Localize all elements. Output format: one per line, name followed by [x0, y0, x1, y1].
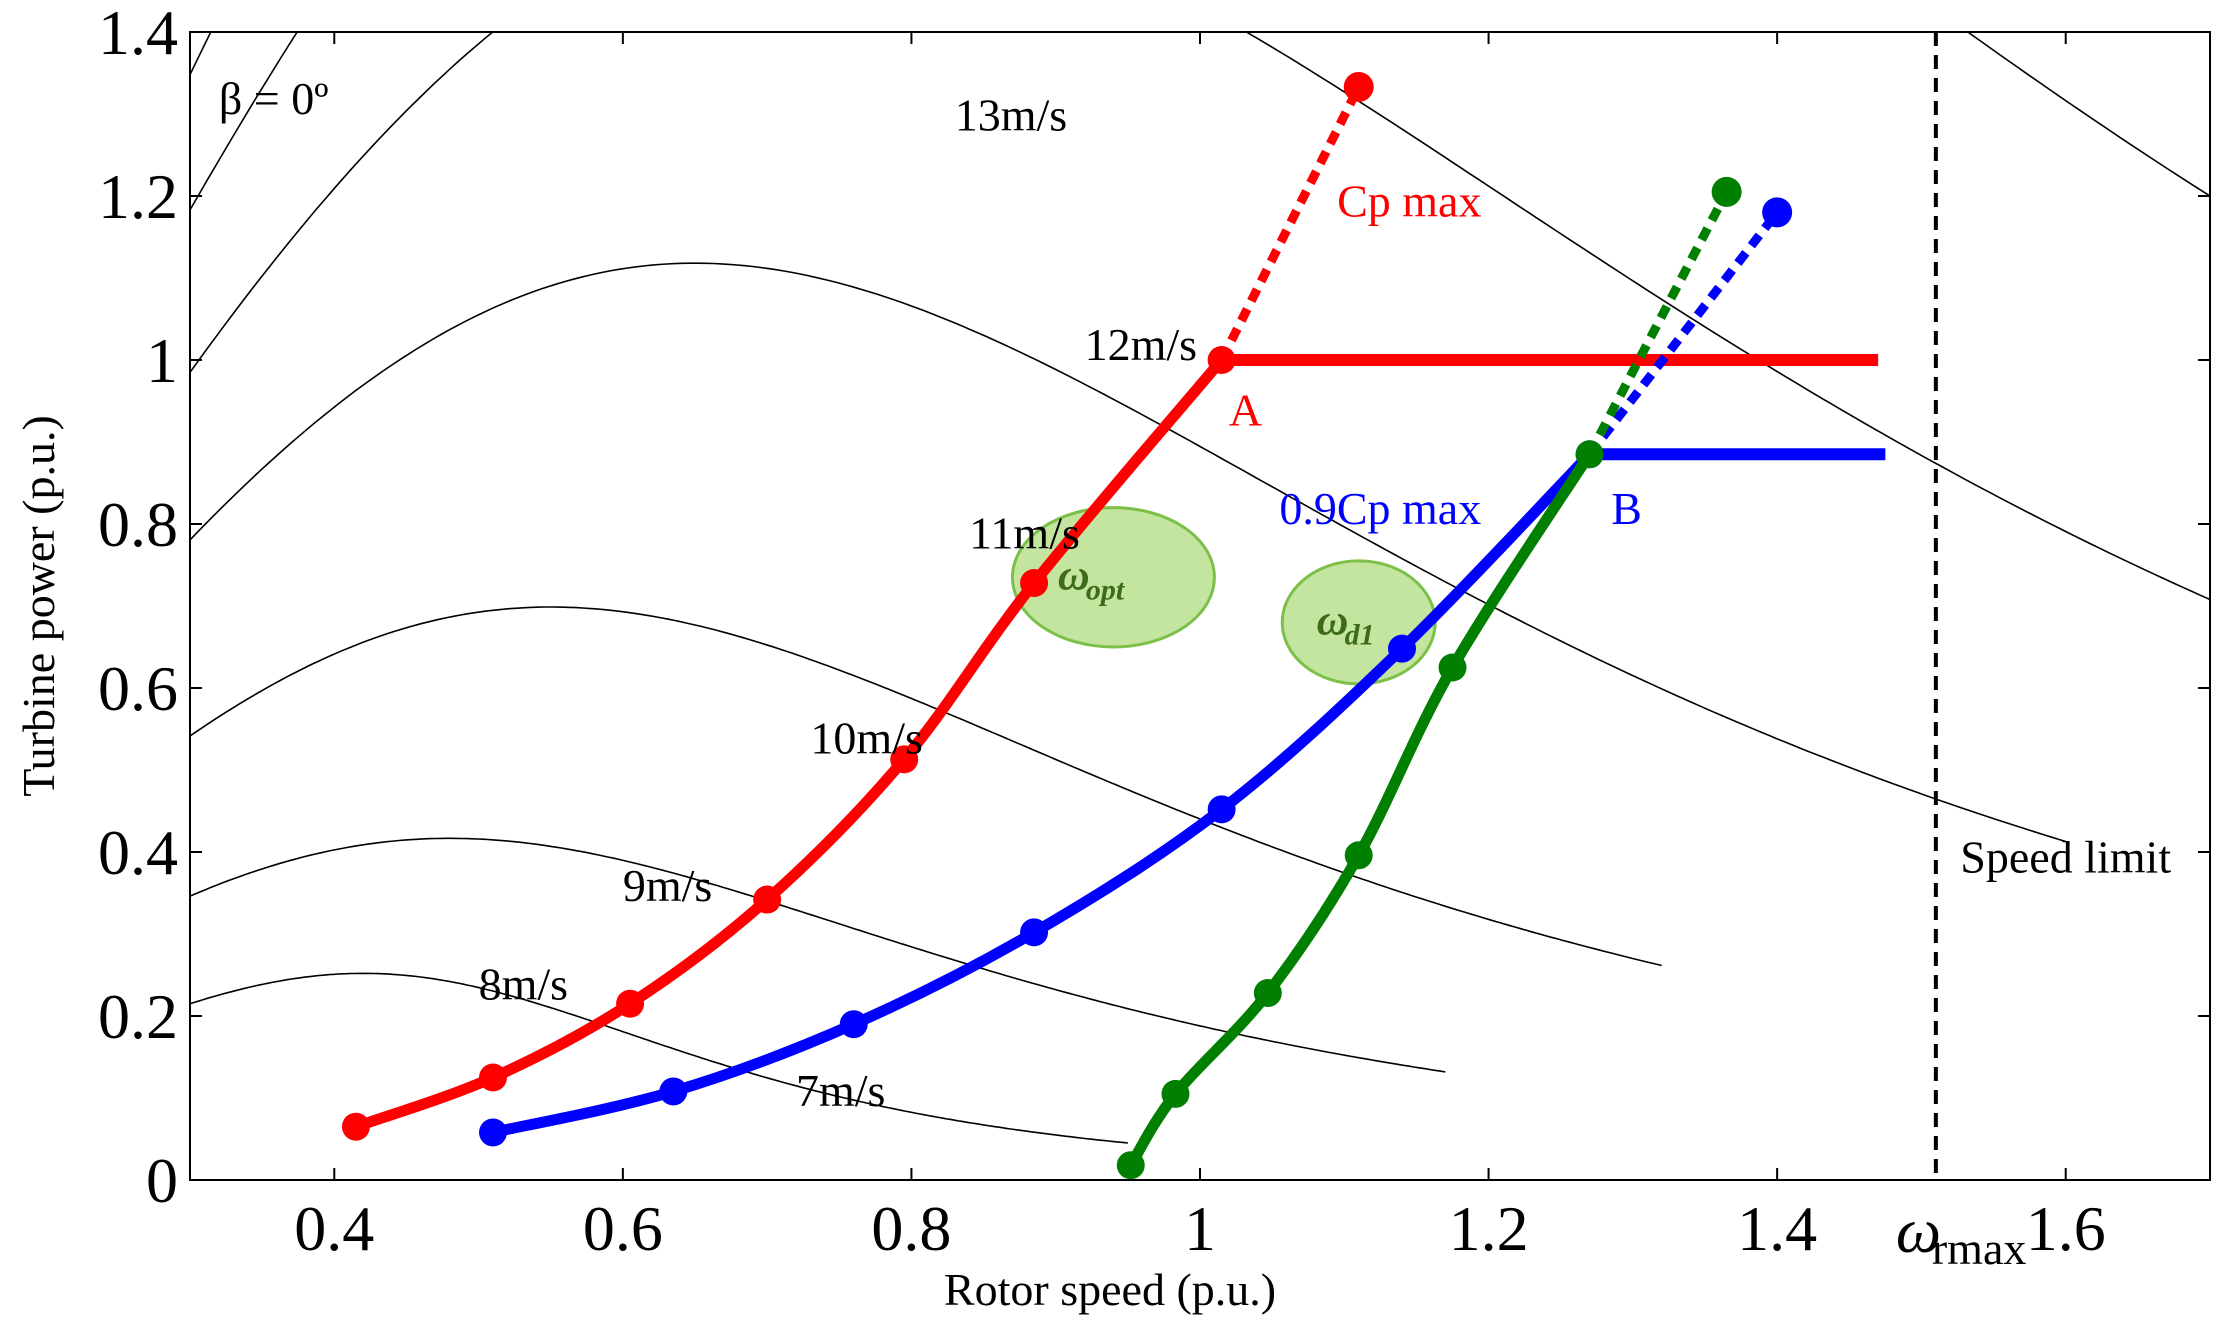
trajectory-line-cp-max [350, 354, 1228, 1133]
y-tick-label: 1.4 [98, 0, 178, 68]
omega-rmax-symbol: ω [1896, 1195, 1941, 1266]
data-point-cp-max [1207, 346, 1236, 374]
ellipse-sublabel-d1: d1 [1345, 618, 1375, 651]
ellipse-label-d1: ω [1317, 595, 1349, 644]
data-point-0-9cp-max [479, 1118, 507, 1147]
x-tick-label: 1.2 [1449, 1193, 1529, 1264]
x-tick-label: 1.6 [2026, 1193, 2106, 1264]
dotted-extension-cp-max [1217, 84, 1363, 363]
data-point-cp-max [616, 989, 645, 1018]
x-axis-title: Rotor speed (p.u.) [944, 1264, 1276, 1315]
dotted-extension-0-9cp-max [1586, 209, 1781, 458]
power-curve-9m-s [190, 262, 2066, 843]
data-point-series-2 [1575, 440, 1604, 469]
data-point-series-2 [1344, 841, 1373, 870]
omega-rmax-subscript: rmax [1932, 1223, 2027, 1274]
data-point-0-9cp-max [659, 1077, 688, 1106]
data-point-cp-max [341, 1112, 370, 1141]
axes: 0.4 0.6 0.8 1 1.2 1.4 1.6 0 0.2 0.4 0.6 0.8 1 1.2 1.4 [98, 0, 2210, 1264]
x-tick-label: 0.6 [583, 1193, 663, 1264]
annotation-cp-max: Cp max [1337, 176, 1481, 227]
data-point-0-9cp-max [1388, 634, 1416, 663]
annotation-b: B [1611, 483, 1642, 534]
data-point-series-2 [1253, 979, 1282, 1008]
operating-series [341, 71, 1886, 1180]
annotation-0-9cp-max: 0.9Cp max [1279, 483, 1481, 534]
curve-label-11m-s: 11m/s [969, 508, 1080, 559]
power-curve-unlabeled-2 [190, 606, 1662, 967]
curve-label-7m-s: 7m/s [796, 1065, 885, 1116]
x-tick-label: 0.8 [871, 1193, 951, 1264]
data-point-0-9cp-max [1207, 795, 1236, 824]
end-marker-cp-max [1343, 71, 1374, 102]
power-curve-10m-s [190, 32, 2210, 601]
ellipse-sublabel-opt: opt [1086, 573, 1126, 606]
curve-label-9m-s: 9m/s [623, 860, 712, 911]
y-tick-label: 1 [146, 325, 178, 396]
data-point-series-2 [1438, 653, 1467, 682]
series-series-2 [1116, 176, 1742, 1180]
y-tick-label: 1.2 [98, 161, 178, 232]
end-marker-0-9cp-max [1762, 197, 1793, 228]
x-tick-label: 1 [1184, 1193, 1216, 1264]
data-point-0-9cp-max [1020, 918, 1049, 947]
y-tick-label: 0.6 [98, 653, 178, 724]
annotation-labels: 7m/s8m/s9m/s10m/s11m/s12m/s13m/sωoptωd1β… [219, 73, 1642, 1116]
data-point-cp-max [1020, 569, 1049, 598]
y-tick-label: 0 [146, 1145, 178, 1216]
end-marker-series-2 [1711, 176, 1742, 207]
x-tick-label: 0.4 [294, 1193, 374, 1264]
annotation-a: A [1229, 385, 1262, 436]
curve-label-13m-s: 13m/s [955, 89, 1067, 140]
speed-limit-label: Speed limit [1960, 832, 2171, 883]
curve-label-10m-s: 10m/s [810, 713, 922, 764]
y-tick-label: 0.2 [98, 981, 178, 1052]
curve-label-12m-s: 12m/s [1085, 319, 1197, 370]
data-point-series-2 [1161, 1079, 1190, 1108]
data-point-series-2 [1116, 1151, 1145, 1180]
data-point-0-9cp-max [839, 1010, 868, 1039]
curve-label-8m-s: 8m/s [479, 959, 568, 1010]
ellipse-label-opt: ω [1058, 550, 1090, 599]
power-curve-7m-s [190, 972, 1128, 1144]
data-point-cp-max [890, 745, 919, 774]
series-cp-max [341, 71, 1879, 1141]
series-0-9cp-max [479, 197, 1886, 1147]
data-point-cp-max [479, 1063, 507, 1092]
y-tick-label: 0.8 [98, 489, 178, 560]
data-point-cp-max [753, 885, 782, 914]
dotted-extension-series-2 [1585, 189, 1731, 457]
y-tick-label: 0.4 [98, 817, 178, 888]
y-axis-title: Turbine power (p.u.) [13, 415, 64, 797]
annotation-0: β = 0º [219, 73, 329, 124]
x-tick-label: 1.4 [1737, 1193, 1817, 1264]
